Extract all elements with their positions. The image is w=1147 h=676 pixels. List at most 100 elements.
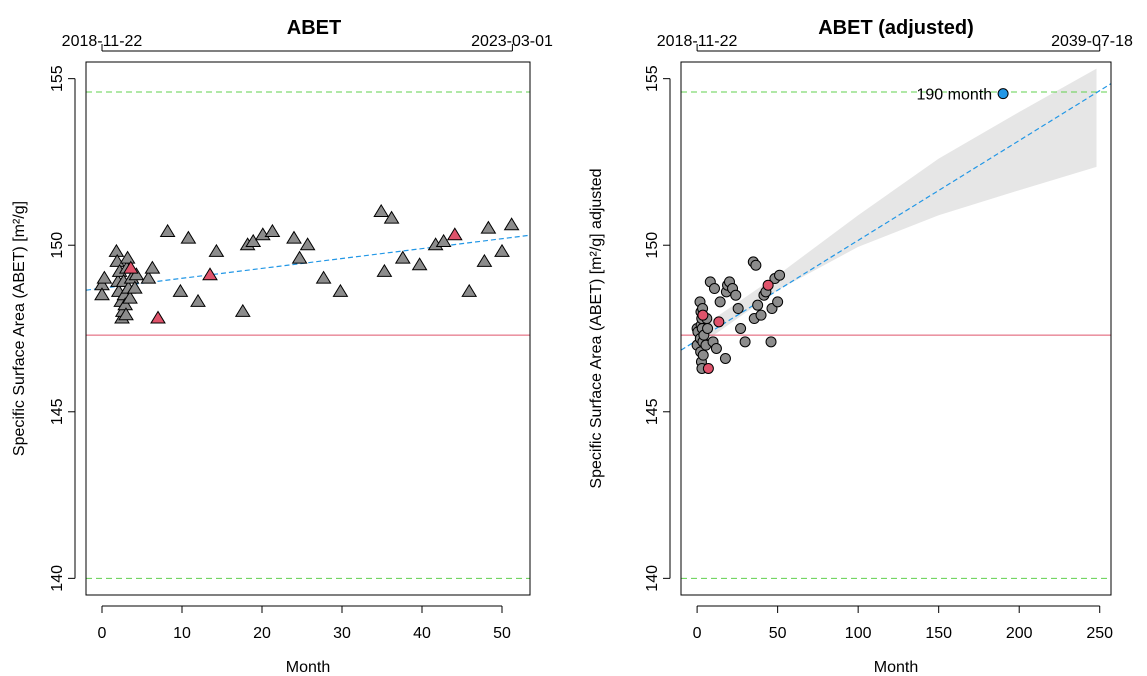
y-tick-label: 145 <box>644 398 661 425</box>
highlighted-point <box>702 362 714 374</box>
y-tick-label: 155 <box>49 65 66 92</box>
top-date-left: 2018-11-22 <box>657 33 738 50</box>
y-tick-label: 150 <box>49 232 66 259</box>
data-point <box>503 217 520 231</box>
y-tick-label: 150 <box>644 232 661 259</box>
highlighted-point <box>202 267 218 281</box>
data-point <box>750 259 762 271</box>
data-point <box>774 269 786 281</box>
highlighted-point <box>122 260 139 274</box>
data-point <box>714 296 726 308</box>
data-point <box>765 336 777 348</box>
data-point <box>383 210 400 224</box>
x-tick-label: 0 <box>693 625 702 642</box>
data-point <box>376 263 393 277</box>
y-tick-label: 140 <box>49 565 66 592</box>
x-tick-label: 40 <box>413 625 431 642</box>
highlighted-point <box>762 279 774 291</box>
x-tick-label: 30 <box>333 625 351 642</box>
data-point <box>264 223 281 237</box>
data-point <box>719 352 731 364</box>
plot-frame <box>85 61 531 596</box>
x-tick-label: 0 <box>98 625 107 642</box>
data-point <box>373 203 390 217</box>
data-point <box>118 307 134 321</box>
x-tick-label: 100 <box>845 625 872 642</box>
data-point <box>772 296 784 308</box>
data-point <box>697 349 709 361</box>
x-tick-label: 50 <box>493 625 511 642</box>
x-tick-label: 250 <box>1086 625 1113 642</box>
data-point <box>755 309 767 321</box>
data-point <box>315 270 332 284</box>
top-date-left: 2018-11-22 <box>62 33 143 50</box>
data-point <box>94 287 110 301</box>
top-date-right: 2023-03-01 <box>471 33 553 50</box>
data-point <box>291 250 308 264</box>
data-point <box>140 270 157 284</box>
data-point <box>122 290 138 304</box>
data-point <box>411 257 428 271</box>
data-point <box>234 303 251 317</box>
data-point <box>476 253 493 267</box>
data-point <box>299 237 316 251</box>
data-point <box>286 230 302 244</box>
data-point <box>144 260 161 274</box>
y-axis-title: Specific Surface Area (ABET) [m²/g] <box>11 201 28 456</box>
data-point <box>172 283 189 297</box>
data-point <box>752 299 764 311</box>
x-tick-label: 50 <box>769 625 787 642</box>
data-point <box>245 233 262 247</box>
data-point <box>730 289 742 301</box>
data-point <box>96 270 113 284</box>
data-point <box>739 336 751 348</box>
data-point <box>735 323 747 334</box>
trend-line <box>86 234 530 291</box>
data-point <box>708 283 720 295</box>
y-tick-label: 155 <box>644 65 661 92</box>
data-point <box>332 283 349 297</box>
data-point <box>702 323 714 334</box>
chart-panel-abet-adjusted: 190 month 0 50 100 150 200 250 Month 140 145 150 15… <box>588 17 1133 676</box>
data-point <box>119 250 136 264</box>
data-point <box>108 243 125 257</box>
data-point <box>461 283 478 297</box>
data-point <box>494 243 510 257</box>
x-tick-label: 200 <box>1006 625 1033 642</box>
prediction-point <box>997 88 1009 100</box>
y-tick-label: 145 <box>49 398 66 425</box>
data-point <box>710 342 722 354</box>
data-point <box>190 293 206 307</box>
x-axis-title: Month <box>874 659 918 676</box>
chart-title: ABET (adjusted) <box>818 17 974 39</box>
prediction-label: 190 month <box>916 87 992 104</box>
data-point <box>208 243 225 257</box>
trend-line <box>681 83 1111 351</box>
data-point <box>128 267 145 281</box>
highlighted-point <box>446 227 463 241</box>
data-point <box>732 303 744 315</box>
y-tick-label: 140 <box>644 565 661 592</box>
highlighted-point <box>697 309 709 321</box>
plot-area <box>681 68 1111 579</box>
x-tick-label: 10 <box>173 625 191 642</box>
x-axis-title: Month <box>286 659 330 676</box>
highlighted-point <box>150 310 166 324</box>
x-tick-label: 150 <box>925 625 952 642</box>
y-axis-title: Specific Surface Area (ABET) [m²/g] adju… <box>588 168 605 488</box>
data-point <box>126 280 143 294</box>
data-point <box>180 230 197 244</box>
data-point <box>435 233 452 247</box>
x-tick-label: 20 <box>253 625 271 642</box>
chart-panel-abet: 0 10 20 30 40 50 Month 140 145 150 155 Specific Sur… <box>11 17 553 676</box>
plot-area <box>86 91 530 579</box>
data-point <box>159 223 176 237</box>
chart-title: ABET <box>287 17 341 39</box>
top-date-right: 2039-07-18 <box>1051 33 1133 50</box>
plot-frame <box>680 61 1112 596</box>
highlighted-point <box>713 316 725 328</box>
data-point <box>394 250 411 264</box>
data-point <box>480 220 497 234</box>
confidence-band <box>697 68 1097 347</box>
